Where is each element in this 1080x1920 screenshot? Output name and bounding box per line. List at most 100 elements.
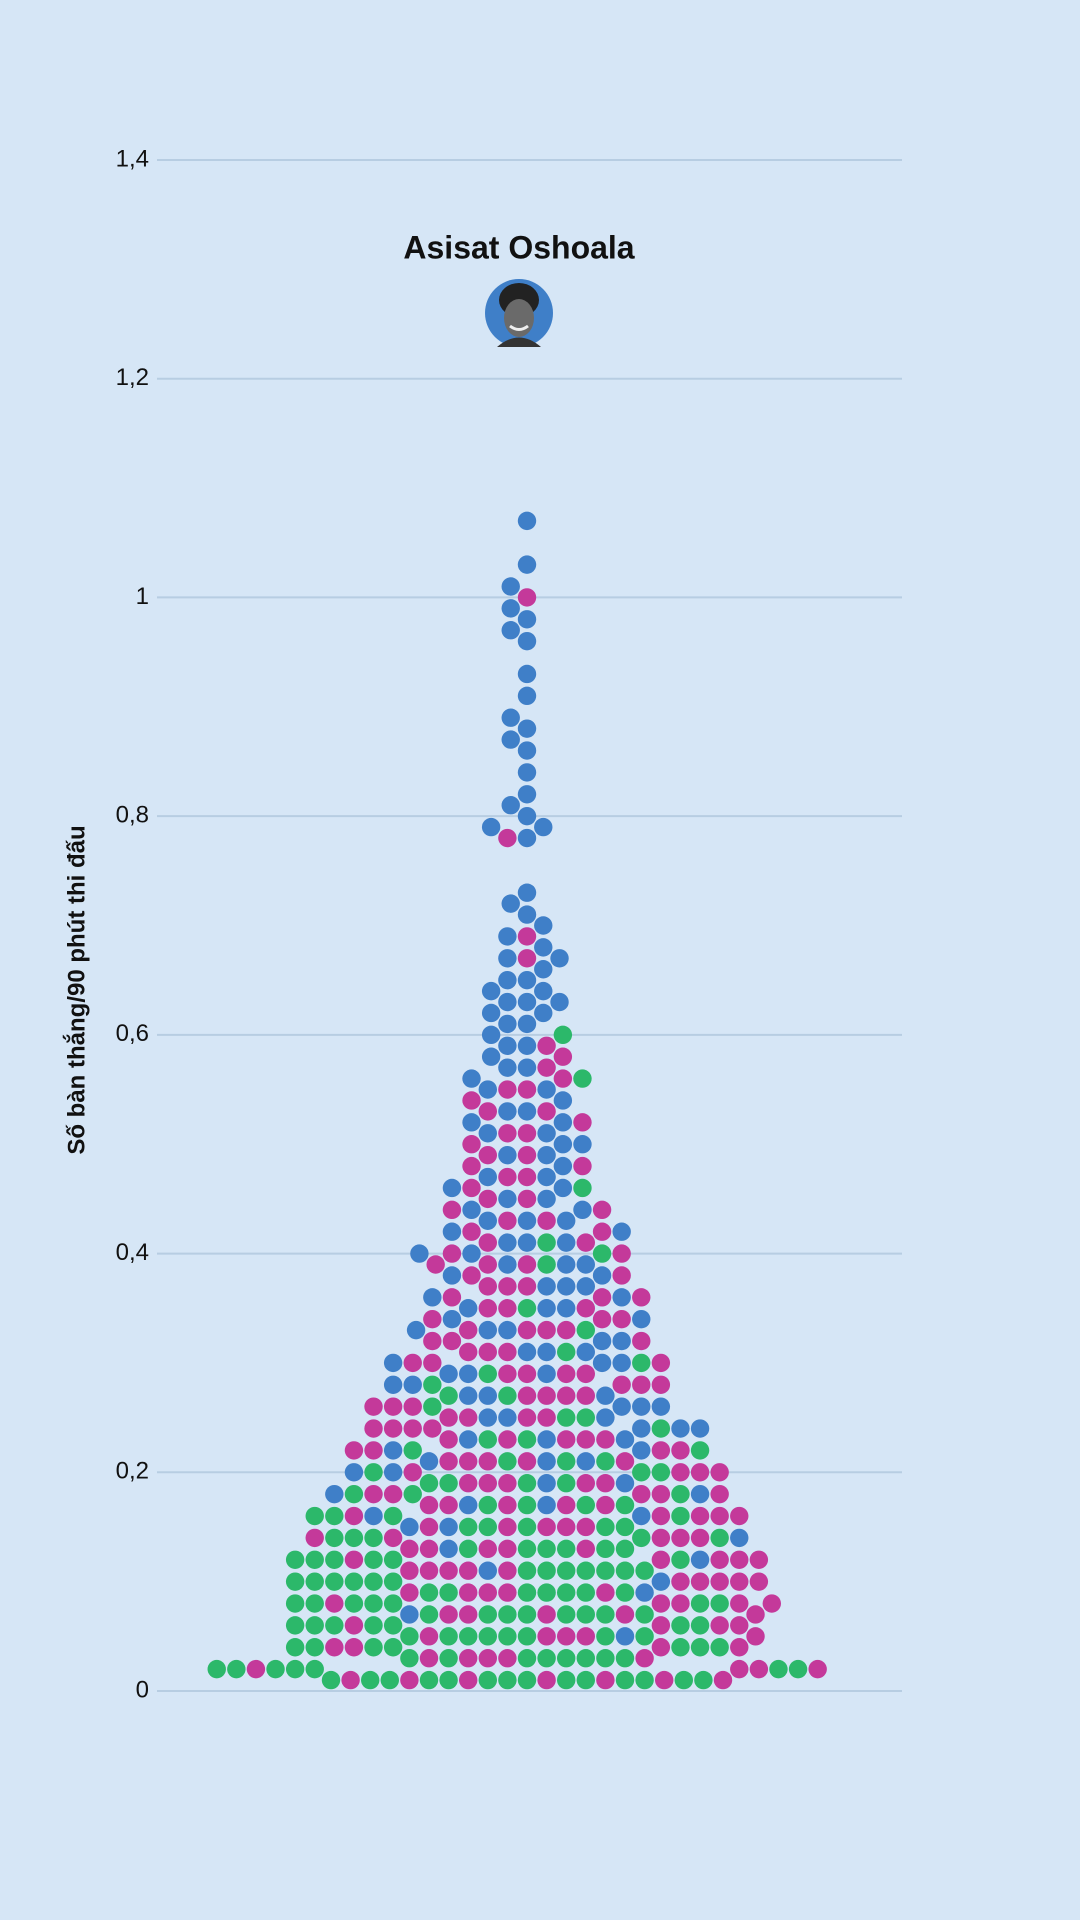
dot (344, 1484, 364, 1504)
dot (596, 1452, 615, 1471)
dot (517, 1517, 537, 1537)
dot (671, 1572, 690, 1591)
dot (207, 1659, 226, 1679)
dot (305, 1506, 324, 1526)
dot (537, 1320, 556, 1340)
dot (325, 1528, 344, 1548)
dot (478, 1561, 497, 1580)
dot (442, 1200, 462, 1220)
dot (400, 1648, 419, 1668)
dot (478, 1408, 497, 1427)
dot (344, 1441, 364, 1460)
dot (671, 1528, 690, 1548)
dot (615, 1452, 635, 1471)
dot (400, 1561, 419, 1580)
dot (478, 1145, 497, 1165)
y-tick-label: 0,6 (116, 1020, 149, 1047)
dot (383, 1441, 403, 1460)
swarm (207, 511, 827, 1690)
dot (517, 1080, 537, 1099)
dot (403, 1375, 422, 1395)
dot (671, 1463, 690, 1482)
dot (517, 1386, 537, 1405)
dot (632, 1375, 651, 1395)
dot (651, 1616, 671, 1635)
dot (403, 1484, 422, 1504)
y-tick-label: 0,4 (116, 1239, 149, 1266)
dot (423, 1353, 442, 1373)
dot (632, 1506, 651, 1526)
dot (478, 1364, 497, 1384)
dot (459, 1583, 478, 1602)
dot (517, 1102, 537, 1121)
dot (498, 970, 517, 990)
dot (383, 1484, 403, 1504)
dot (615, 1539, 635, 1559)
dot (344, 1550, 364, 1569)
dot (632, 1528, 651, 1548)
dot (344, 1594, 364, 1613)
dot (498, 1364, 517, 1384)
dot (266, 1659, 285, 1679)
dot (690, 1484, 710, 1504)
dot (517, 1342, 537, 1362)
dot (592, 1353, 612, 1373)
dot (498, 1211, 517, 1230)
dot (325, 1594, 344, 1613)
dot (459, 1539, 478, 1559)
dot (517, 883, 537, 902)
dot (671, 1594, 690, 1613)
dot (498, 1627, 517, 1646)
dot (439, 1517, 458, 1537)
dot (501, 730, 520, 749)
dot (478, 1539, 497, 1559)
dot (671, 1616, 690, 1635)
dot (383, 1397, 403, 1416)
dot (498, 1080, 517, 1099)
dot (478, 1474, 497, 1493)
dot (671, 1550, 690, 1569)
dot (576, 1648, 595, 1668)
dot (410, 1244, 429, 1263)
dot (383, 1594, 403, 1613)
dot (557, 1495, 576, 1515)
dot (517, 1189, 537, 1209)
dot (576, 1627, 595, 1646)
dot (635, 1583, 654, 1602)
dot (553, 1047, 573, 1066)
dot (632, 1441, 651, 1460)
dot (285, 1594, 305, 1613)
dot (498, 949, 517, 968)
dot (635, 1627, 654, 1646)
player-name: Asisat Oshoala (403, 229, 634, 265)
dot (690, 1441, 710, 1460)
dot (501, 599, 520, 618)
dot (419, 1517, 439, 1537)
dot (651, 1638, 671, 1657)
dot (690, 1616, 710, 1635)
dot (501, 577, 520, 596)
dot (383, 1353, 403, 1373)
dot (517, 1539, 537, 1559)
dot (419, 1583, 439, 1602)
dot (498, 1102, 517, 1121)
dot (364, 1506, 383, 1526)
dot (612, 1244, 631, 1263)
dot (576, 1583, 595, 1602)
dot (553, 1069, 573, 1088)
dot (406, 1320, 426, 1340)
dot (498, 1517, 517, 1537)
dot (419, 1605, 439, 1624)
dot (459, 1474, 478, 1493)
dot (403, 1463, 422, 1482)
dot (576, 1364, 595, 1384)
dot (498, 1167, 517, 1187)
dot (501, 621, 520, 640)
dot (517, 1233, 537, 1252)
dot (498, 1561, 517, 1580)
dot (615, 1474, 635, 1493)
dot (710, 1506, 729, 1526)
dot (439, 1648, 458, 1668)
dot (557, 1670, 576, 1690)
dot (557, 1452, 576, 1471)
